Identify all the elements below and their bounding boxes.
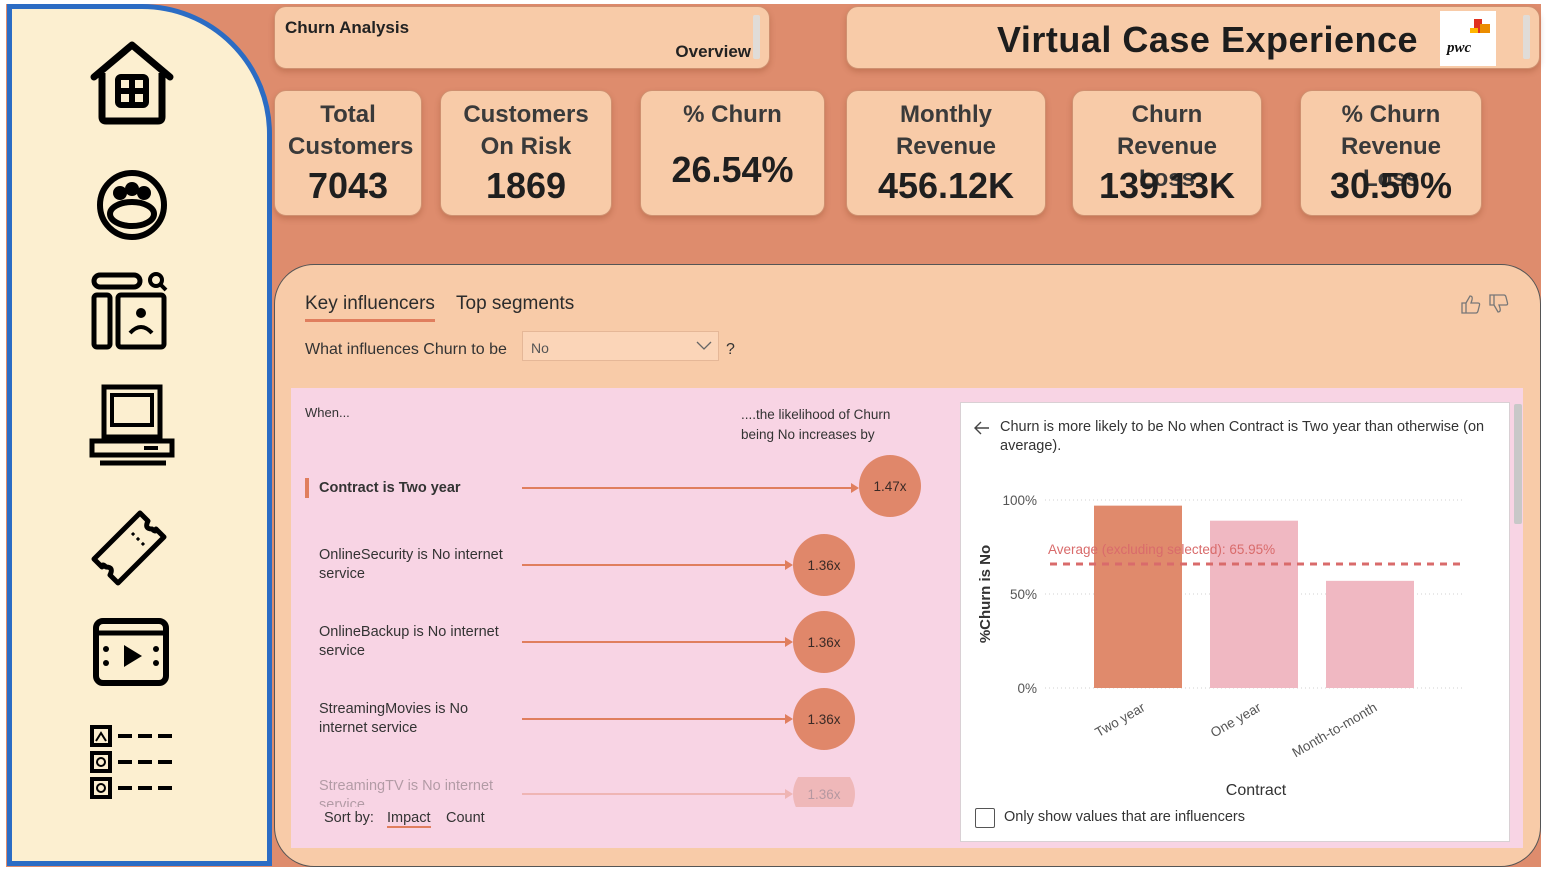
customer-group-icon[interactable]	[86, 159, 178, 251]
kpi-label: Monthly Revenue	[895, 101, 997, 160]
banner-scrollbar[interactable]	[1523, 15, 1530, 59]
influencer-text: StreamingMovies is No internet service	[319, 701, 469, 736]
influencer-line	[522, 487, 852, 489]
influencer-bubble: 1.47x	[859, 455, 921, 517]
tab-top-segments[interactable]: Top segments	[456, 293, 575, 314]
influencer-bubble: 1.36x	[793, 777, 855, 807]
chevron-down-icon	[696, 341, 712, 350]
kpi-customers-on-risk: Customers On Risk 1869	[440, 90, 612, 216]
x-tick-label: One year	[1208, 699, 1264, 740]
influencer-row[interactable]: StreamingTV is No internet service 1.36x	[305, 777, 930, 807]
title-scrollbar[interactable]	[753, 15, 760, 59]
thumbs-down-icon[interactable]	[1488, 294, 1510, 314]
when-column-header: When...	[305, 405, 350, 420]
pwc-logo-text: pwc	[1447, 40, 1472, 56]
kpi-label: % Churn	[683, 101, 782, 128]
churn-value-dropdown[interactable]: No	[522, 331, 719, 361]
bar	[1094, 505, 1182, 688]
report-title: Churn Analysis	[285, 18, 410, 37]
influencer-text: OnlineBackup is No internet service	[319, 624, 499, 659]
influencer-line	[522, 793, 786, 795]
kpi-value: 456.12K	[877, 165, 1015, 206]
page-name: Overview	[675, 42, 751, 61]
kpi-monthly-revenue: Monthly Revenue 456.12K	[846, 90, 1046, 216]
contract-bar-chart: 0% 50% 100% Two year One year Month-to-month A…	[977, 493, 1465, 799]
kpi-churn-revenue-loss-percent: % Churn Revenue Loss 30.50%	[1300, 90, 1482, 216]
influencer-arrow	[785, 637, 793, 647]
x-tick-label: Month-to-month	[1289, 700, 1379, 761]
banner-title: Virtual Case Experience	[997, 19, 1419, 60]
checkbox-label: Only show values that are influencers	[1004, 809, 1245, 825]
x-axis-title: Contract	[1226, 782, 1287, 799]
dropdown-selected-value: No	[531, 340, 549, 356]
bar	[1210, 520, 1298, 688]
influencer-text: StreamingTV is No internet service	[319, 778, 494, 807]
influencer-row[interactable]: Contract is Two year 1.47x	[305, 455, 930, 548]
reference-line-label: Average (excluding selected): 65.95%	[1048, 542, 1275, 557]
tab-key-influencers[interactable]: Key influencers	[305, 293, 435, 322]
home-icon[interactable]	[86, 37, 178, 129]
checklist-icon[interactable]	[86, 719, 178, 811]
sort-impact-option[interactable]: Impact	[387, 810, 431, 828]
influencer-question: What influences Churn to be	[305, 341, 507, 358]
kpi-churn-revenue-loss: Churn Revenue Loss 139.13K	[1072, 90, 1262, 216]
influencer-explanation: Churn is more likely to be No when Contr…	[1000, 419, 1485, 454]
ticket-icon[interactable]	[86, 499, 178, 591]
video-player-icon[interactable]	[86, 609, 178, 701]
question-mark: ?	[726, 341, 735, 358]
influencer-arrow	[785, 789, 793, 799]
banner-card: Virtual Case Experience pwc	[846, 6, 1540, 69]
sidebar	[7, 4, 272, 866]
report-title-card: Churn Analysis Overview	[274, 6, 770, 69]
influencer-arrow	[785, 560, 793, 570]
selected-indicator	[305, 478, 309, 498]
kpi-value: 1869	[485, 165, 567, 206]
influencer-bubble: 1.36x	[793, 688, 855, 750]
influencer-text: OnlineSecurity is No internet service	[319, 547, 503, 582]
influencer-bubble: 1.36x	[793, 611, 855, 673]
kpi-churn-percent: % Churn 26.54%	[640, 90, 825, 216]
back-arrow-icon[interactable]	[973, 420, 991, 436]
kpi-value: 26.54%	[671, 149, 794, 190]
kpi-label: Customers On Risk	[463, 101, 589, 160]
y-tick-label: 50%	[1010, 587, 1037, 602]
influencers-only-checkbox[interactable]	[975, 808, 995, 828]
sort-by-label: Sort by:	[324, 810, 374, 826]
computer-icon[interactable]	[86, 379, 178, 471]
influencer-line	[522, 718, 786, 720]
influencer-arrow	[785, 714, 793, 724]
kpi-label: Churn Revenue Loss	[1116, 101, 1218, 192]
kpi-value: 30.50%	[1329, 165, 1453, 206]
bar	[1326, 580, 1414, 688]
y-tick-label: 0%	[1017, 681, 1037, 696]
influencer-line	[522, 564, 786, 566]
influencer-row[interactable]: OnlineSecurity is No internet service 1.…	[305, 534, 930, 616]
influencer-line	[522, 641, 786, 643]
sort-count-option[interactable]: Count	[446, 810, 485, 826]
thumbs-up-icon[interactable]	[1460, 294, 1482, 314]
detail-scrollbar[interactable]	[1514, 404, 1522, 524]
profile-search-icon[interactable]	[86, 265, 178, 357]
kpi-value: 139.13K	[1098, 165, 1236, 206]
kpi-label: % Churn Revenue Loss	[1340, 101, 1442, 192]
kpi-label: Total Customers	[288, 101, 414, 160]
influencer-arrow	[851, 483, 859, 493]
kpi-value: 7043	[307, 165, 389, 206]
influencer-row[interactable]: StreamingMovies is No internet service 1…	[305, 688, 930, 770]
x-tick-label: Two year	[1093, 699, 1148, 740]
kpi-total-customers: Total Customers 7043	[274, 90, 422, 216]
pwc-logo: pwc	[1440, 11, 1496, 66]
influencer-bubble: 1.36x	[793, 534, 855, 596]
influencer-row[interactable]: OnlineBackup is No internet service 1.36…	[305, 611, 930, 693]
y-tick-label: 100%	[1002, 493, 1037, 508]
y-axis-title: %Churn is No	[977, 545, 994, 643]
influencer-text: Contract is Two year	[319, 480, 461, 496]
likelihood-column-header: ....the likelihood of Churn being No inc…	[741, 407, 891, 442]
